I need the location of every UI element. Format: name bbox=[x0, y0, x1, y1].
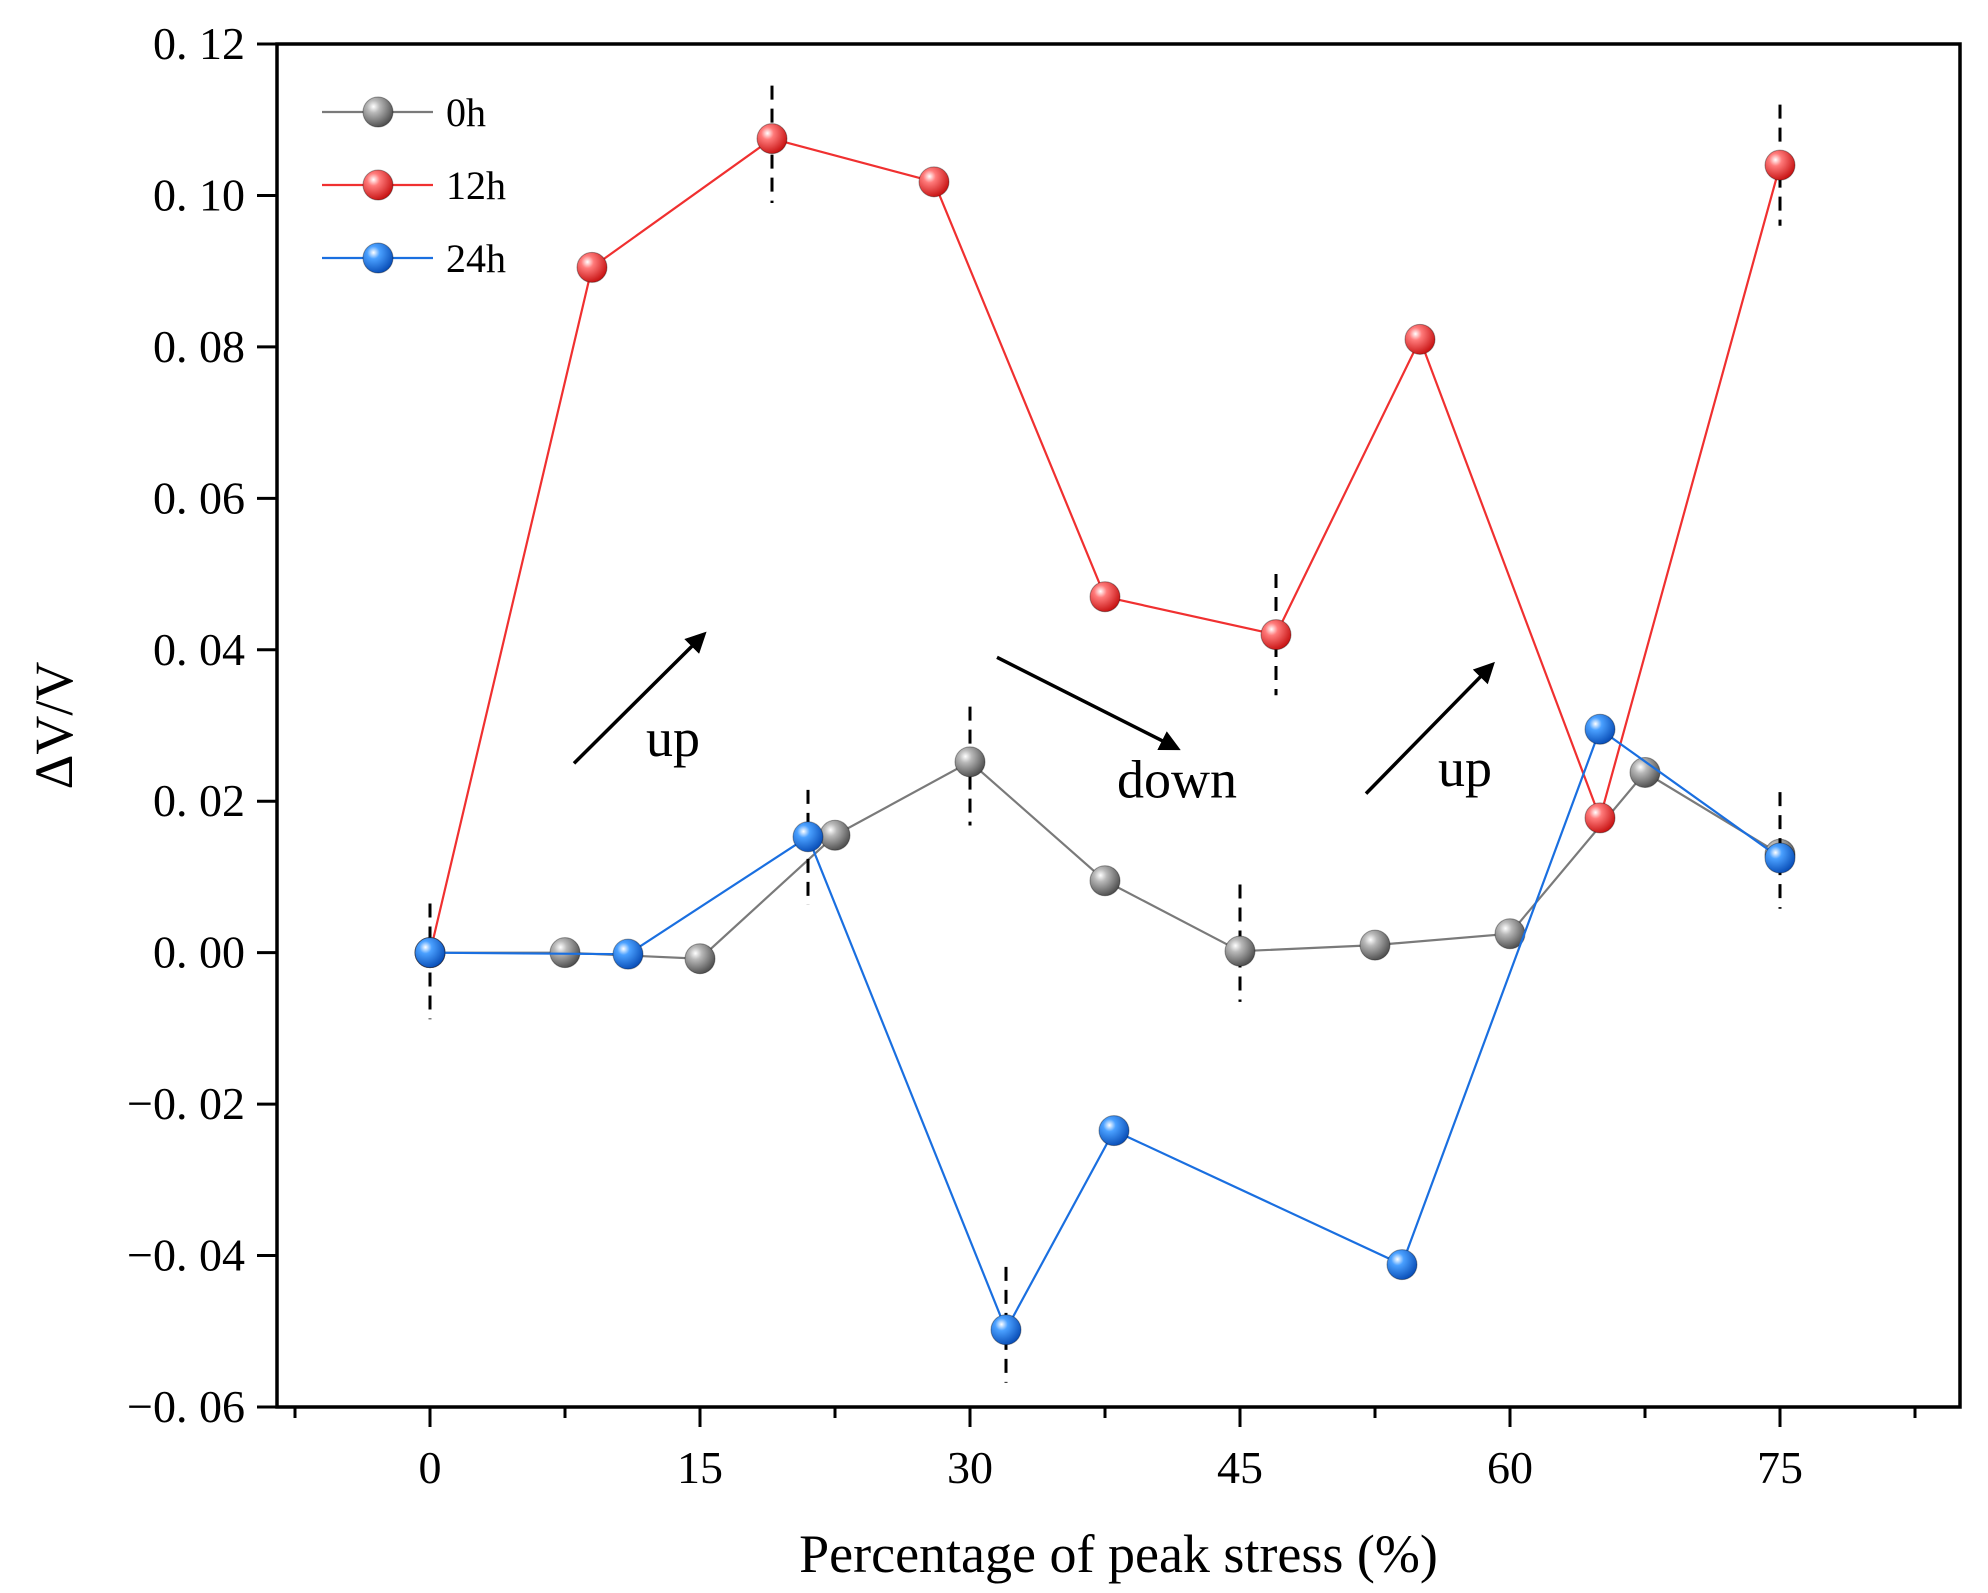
data-point-12h bbox=[1584, 802, 1616, 834]
legend-marker-12h bbox=[362, 169, 394, 201]
series-0h bbox=[414, 706, 1796, 1002]
data-point-0h bbox=[684, 943, 716, 975]
series-12h bbox=[414, 85, 1796, 969]
y-axis-title: ΔV/V bbox=[24, 662, 84, 790]
y-tick-label: 0. 12 bbox=[153, 18, 245, 69]
y-tick-label: 0. 00 bbox=[153, 927, 245, 978]
legend-label-12h: 12h bbox=[446, 163, 506, 208]
data-point-0h bbox=[819, 819, 851, 851]
annotation-layer: up down up bbox=[572, 631, 1495, 809]
data-point-12h bbox=[1764, 149, 1796, 181]
trend-arrow bbox=[572, 631, 707, 765]
trend-label: up bbox=[1438, 738, 1492, 798]
legend: 0h 12h 24h bbox=[322, 90, 506, 281]
y-tick-label: 0. 02 bbox=[153, 775, 245, 826]
legend-label-24h: 24h bbox=[446, 236, 506, 281]
data-point-24h bbox=[1098, 1115, 1130, 1147]
trend-label: up bbox=[646, 708, 700, 768]
axis-layer: 0 15 30 45 60 75 −0. 06 −0. 04 −0. 02 0. 00 0. 02 0… bbox=[127, 18, 1917, 1493]
series-layer bbox=[414, 85, 1796, 1383]
data-point-12h bbox=[1260, 619, 1292, 651]
trend-arrow bbox=[1364, 661, 1495, 795]
x-tick-label: 45 bbox=[1217, 1442, 1263, 1493]
x-tick-label: 75 bbox=[1757, 1442, 1803, 1493]
data-point-24h bbox=[414, 937, 446, 969]
data-point-12h bbox=[1089, 581, 1121, 613]
y-tick-label: 0. 06 bbox=[153, 472, 245, 523]
y-tick-label: 0. 10 bbox=[153, 169, 245, 220]
data-point-24h bbox=[1584, 713, 1616, 745]
data-point-24h bbox=[1386, 1249, 1418, 1281]
data-point-0h bbox=[954, 746, 986, 778]
y-tick-label: 0. 08 bbox=[153, 321, 245, 372]
data-point-12h bbox=[756, 123, 788, 155]
legend-marker-0h bbox=[362, 96, 394, 128]
series-line-24h bbox=[429, 727, 1781, 1333]
y-tick-label: −0. 04 bbox=[127, 1230, 245, 1281]
data-point-12h bbox=[576, 251, 608, 283]
data-point-0h bbox=[1224, 935, 1256, 967]
x-tick-label: 30 bbox=[947, 1442, 993, 1493]
data-point-12h bbox=[1404, 323, 1436, 355]
data-point-24h bbox=[990, 1314, 1022, 1346]
series-24h bbox=[414, 713, 1796, 1383]
x-tick-label: 0 bbox=[419, 1442, 442, 1493]
x-axis-title: Percentage of peak stress (%) bbox=[799, 1524, 1438, 1584]
x-tick-label: 60 bbox=[1487, 1442, 1533, 1493]
trend-label: down bbox=[1117, 749, 1237, 809]
x-tick-label: 15 bbox=[677, 1442, 723, 1493]
plot-frame bbox=[275, 42, 1962, 1409]
trend-arrow bbox=[996, 655, 1181, 751]
data-point-24h bbox=[1764, 842, 1796, 874]
y-tick-label: −0. 02 bbox=[127, 1078, 245, 1129]
y-tick-label: −0. 06 bbox=[127, 1381, 245, 1432]
legend-label-0h: 0h bbox=[446, 90, 486, 135]
legend-marker-24h bbox=[362, 242, 394, 274]
data-point-0h bbox=[1359, 929, 1391, 961]
data-point-24h bbox=[612, 938, 644, 970]
series-line-12h bbox=[428, 137, 1782, 953]
data-point-0h bbox=[1089, 865, 1121, 897]
data-point-24h bbox=[792, 821, 824, 853]
y-tick-label: 0. 04 bbox=[153, 624, 245, 675]
data-point-12h bbox=[918, 166, 950, 198]
